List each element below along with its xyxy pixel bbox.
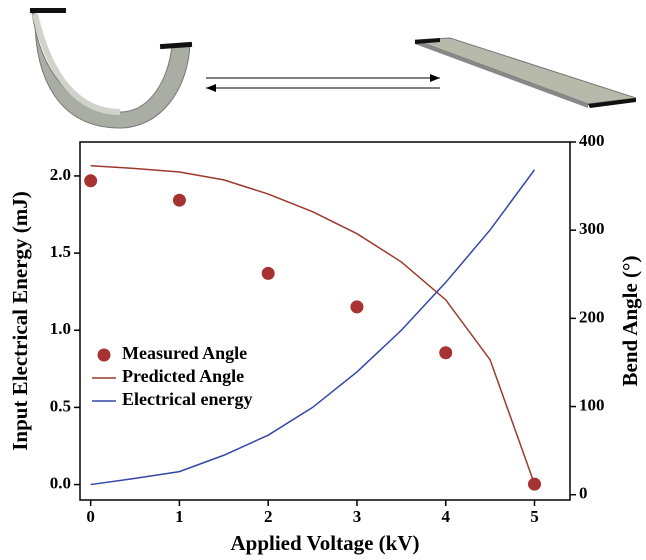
electrode <box>588 98 636 108</box>
y-tick-label: 0.5 <box>50 396 71 415</box>
flat-edge <box>415 40 588 108</box>
x-axis-label: Applied Voltage (kV) <box>230 531 419 555</box>
x-tick-label: 0 <box>86 507 95 526</box>
x-tick-label: 3 <box>353 507 362 526</box>
arrow-head <box>430 74 440 82</box>
data-point <box>350 300 364 314</box>
legend-label: Electrical energy <box>122 389 252 409</box>
electrode <box>30 8 66 13</box>
y2-tick-label: 400 <box>579 131 605 150</box>
y-tick-label: 1.5 <box>50 242 71 261</box>
y2-tick-label: 100 <box>579 395 605 414</box>
y-tick-label: 1.0 <box>50 319 71 338</box>
y2-axis-label: Bend Angle (°) <box>618 256 642 387</box>
data-point <box>172 193 186 207</box>
series-line <box>90 169 536 486</box>
electrode <box>415 38 440 44</box>
y-tick-label: 0.0 <box>50 473 71 492</box>
y2-tick-label: 200 <box>579 307 605 326</box>
x-tick-label: 5 <box>530 507 539 526</box>
electrode <box>159 41 193 50</box>
x-tick-label: 1 <box>175 507 184 526</box>
flat-actuator <box>414 37 637 105</box>
y2-tick-label: 300 <box>579 219 605 238</box>
data-point <box>261 266 275 280</box>
legend-label: Predicted Angle <box>122 366 244 386</box>
series-line <box>90 165 536 485</box>
x-tick-label: 4 <box>441 507 450 526</box>
bent-highlight <box>32 13 121 115</box>
y-axis-label: Input Electrical Energy (mJ) <box>8 191 32 451</box>
arrow-head <box>206 84 216 92</box>
legend-marker <box>97 348 111 362</box>
plot-frame <box>79 141 571 501</box>
data-point <box>84 174 98 188</box>
illustration <box>30 8 637 129</box>
legend-label: Measured Angle <box>122 343 247 363</box>
data-point <box>439 346 453 360</box>
plot: 0 1 2 3 4 5 0.0 0.5 1.0 1.5 2.0 0 100 200 300 400 Applie… <box>8 131 642 555</box>
y2-tick-label: 0 <box>579 484 588 503</box>
y-tick-label: 2.0 <box>50 165 71 184</box>
x-tick-label: 2 <box>264 507 273 526</box>
